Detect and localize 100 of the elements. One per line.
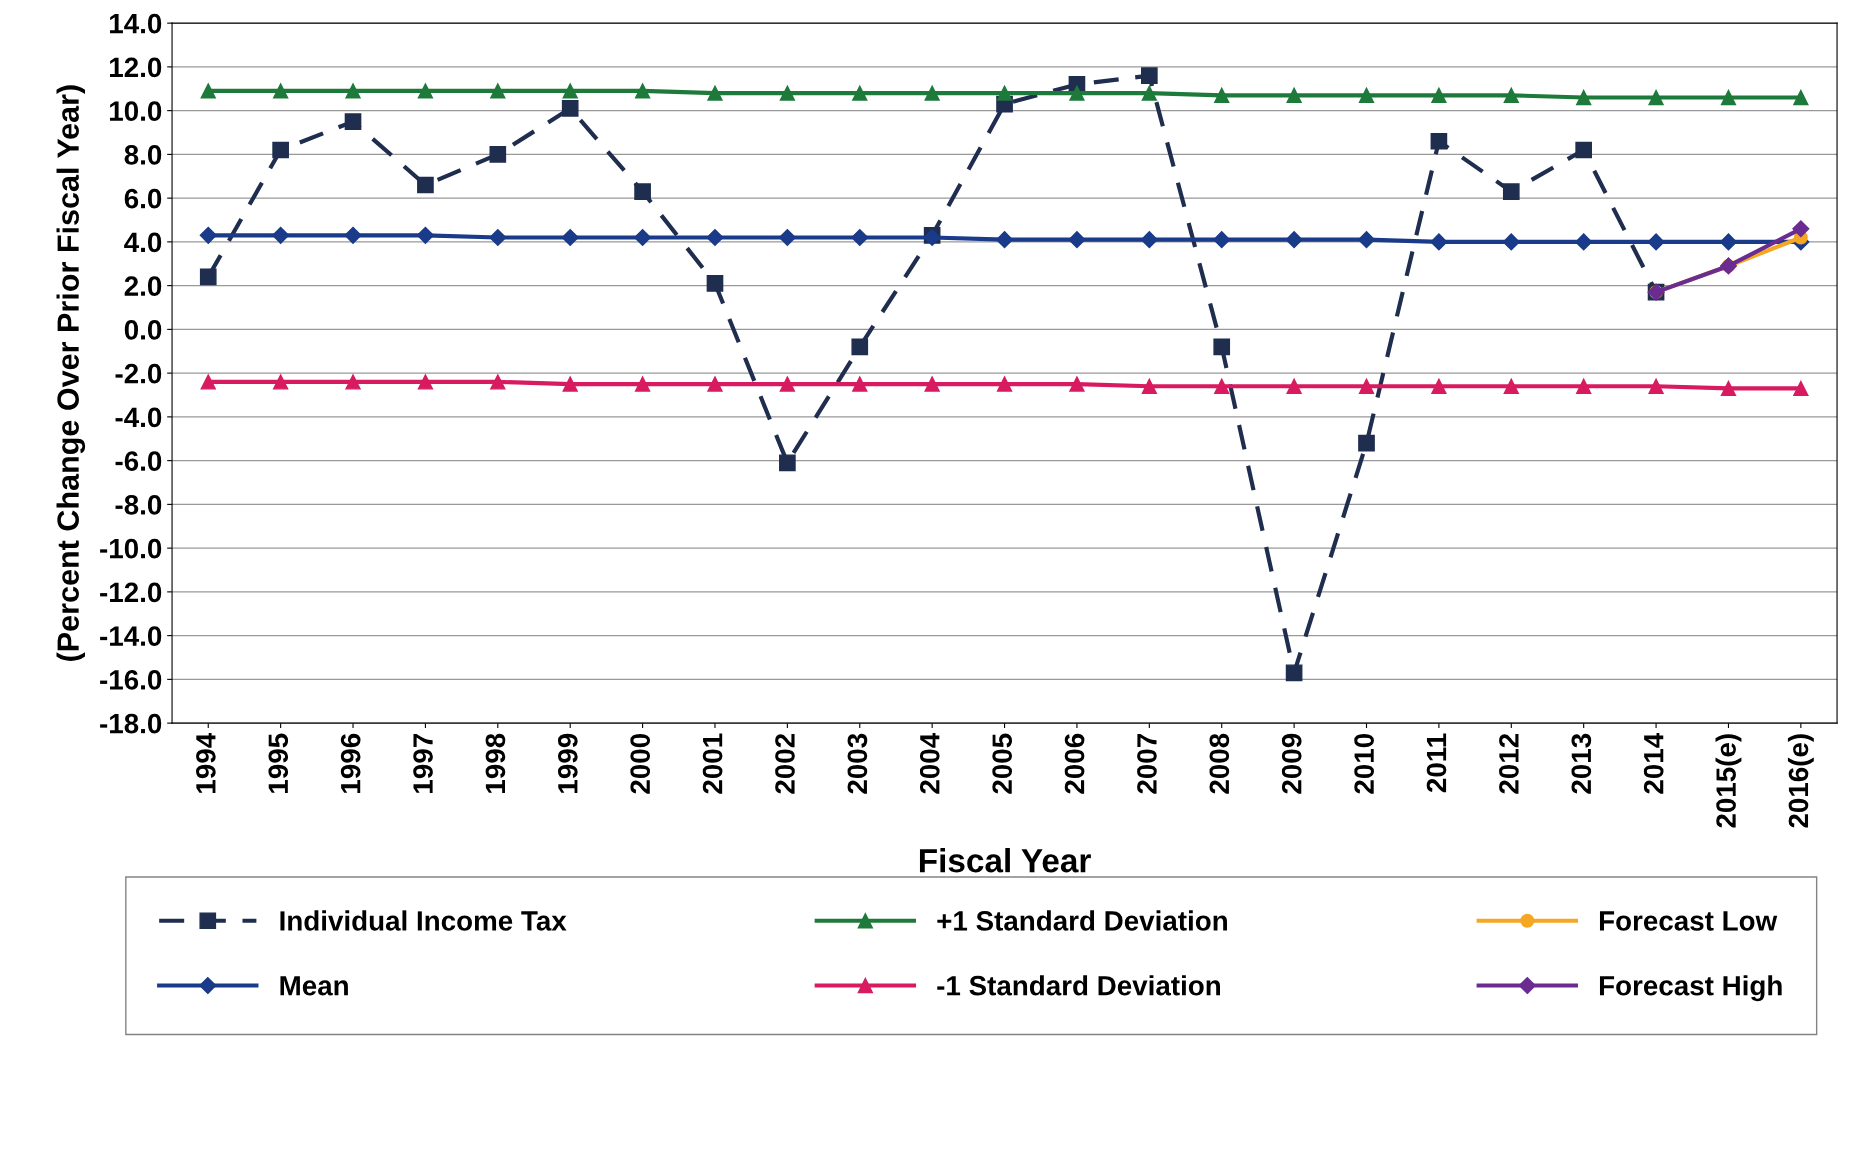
x-tick-label: 2009 xyxy=(1281,733,1302,794)
point xyxy=(778,228,796,247)
point xyxy=(1502,183,1520,200)
x-tick-label: 2008 xyxy=(1209,733,1230,794)
point xyxy=(706,228,724,247)
point xyxy=(1431,87,1447,103)
point xyxy=(851,338,869,356)
point xyxy=(1140,67,1158,84)
x-tick-label: 2016(e) xyxy=(1787,734,1814,828)
y-axis-title: (Percent Change Over Prior Fiscal Year) xyxy=(56,85,86,661)
point xyxy=(272,226,290,244)
point xyxy=(1792,220,1810,238)
x-tick-label: 2014 xyxy=(1643,732,1664,794)
x-tick-label: 2011 xyxy=(1426,733,1447,793)
point xyxy=(345,83,361,99)
point xyxy=(851,228,869,247)
point xyxy=(634,228,652,247)
y-tick-label: -16.0 xyxy=(100,670,162,690)
point xyxy=(707,85,723,101)
point xyxy=(1431,378,1447,394)
point xyxy=(199,226,217,244)
x-tick-label: 2012 xyxy=(1499,733,1519,794)
point xyxy=(1357,231,1376,249)
x-tick-label: 1999 xyxy=(557,733,578,793)
point xyxy=(417,83,434,99)
point xyxy=(1213,338,1231,356)
point xyxy=(272,83,289,99)
point xyxy=(561,228,579,247)
point xyxy=(1430,233,1448,251)
point xyxy=(1069,85,1085,101)
x-tick-label: 1998 xyxy=(485,733,506,793)
point xyxy=(1576,89,1592,106)
y-tick-label: -6.0 xyxy=(115,451,162,471)
point xyxy=(1576,378,1592,394)
y-tick-label: -14.0 xyxy=(100,626,162,646)
point xyxy=(200,374,216,390)
point xyxy=(489,146,507,163)
point xyxy=(1140,231,1158,249)
point xyxy=(852,85,868,101)
point xyxy=(272,141,289,159)
y-tick-label: -8.0 xyxy=(115,495,162,515)
point xyxy=(200,83,216,99)
point xyxy=(1068,231,1086,249)
legend-label: Mean xyxy=(280,976,348,996)
point xyxy=(1286,378,1302,394)
point xyxy=(779,454,796,472)
point xyxy=(779,85,796,101)
x-tick-label: 1994 xyxy=(196,732,216,793)
point xyxy=(1358,434,1375,452)
point xyxy=(1286,87,1302,103)
y-tick-label: 2.0 xyxy=(124,276,162,296)
y-tick-label: -10.0 xyxy=(100,538,162,559)
point xyxy=(924,85,940,101)
legend-label: +1 Standard Deviation xyxy=(937,910,1227,931)
point xyxy=(779,376,796,392)
point xyxy=(562,376,578,392)
point xyxy=(1575,233,1593,251)
point xyxy=(416,226,434,244)
point xyxy=(634,83,651,99)
legend-label: -1 Standard Deviation xyxy=(937,975,1220,996)
point xyxy=(1720,89,1737,106)
x-tick-label: 2005 xyxy=(992,733,1013,794)
point xyxy=(199,268,217,286)
point xyxy=(634,183,651,200)
x-tick-label: 2007 xyxy=(1137,734,1157,794)
y-tick-label: 6.0 xyxy=(124,188,162,209)
point xyxy=(1430,132,1448,150)
y-tick-label: -2.0 xyxy=(115,363,162,384)
point xyxy=(417,374,434,390)
point xyxy=(1575,141,1593,159)
x-tick-label: 1996 xyxy=(340,733,361,793)
point xyxy=(561,100,579,117)
y-tick-label: -18.0 xyxy=(100,713,162,734)
point xyxy=(706,275,724,292)
x-tick-label: 2015(e) xyxy=(1715,734,1742,828)
y-tick-label: 0.0 xyxy=(124,320,162,340)
point xyxy=(345,374,361,390)
point xyxy=(1648,378,1664,394)
x-tick-label: 2003 xyxy=(847,733,868,794)
point xyxy=(490,374,506,390)
x-tick-label: 2000 xyxy=(630,733,651,794)
point xyxy=(1358,378,1375,394)
point xyxy=(1214,87,1230,103)
point xyxy=(634,376,651,392)
point xyxy=(1503,87,1519,103)
x-tick-label: 2010 xyxy=(1354,733,1374,794)
point xyxy=(272,374,289,390)
legend-label: Individual Income Tax xyxy=(280,910,567,931)
point xyxy=(1793,380,1809,397)
point xyxy=(1141,85,1157,101)
point xyxy=(996,85,1013,101)
point xyxy=(924,376,940,392)
x-tick-label: 2006 xyxy=(1064,733,1085,794)
point xyxy=(1793,89,1809,106)
y-tick-label: 12.0 xyxy=(110,57,162,78)
legend-label: Forecast High xyxy=(1599,975,1782,1002)
point xyxy=(1720,380,1737,397)
point xyxy=(1141,378,1157,394)
point xyxy=(1285,664,1303,682)
point xyxy=(489,228,507,247)
